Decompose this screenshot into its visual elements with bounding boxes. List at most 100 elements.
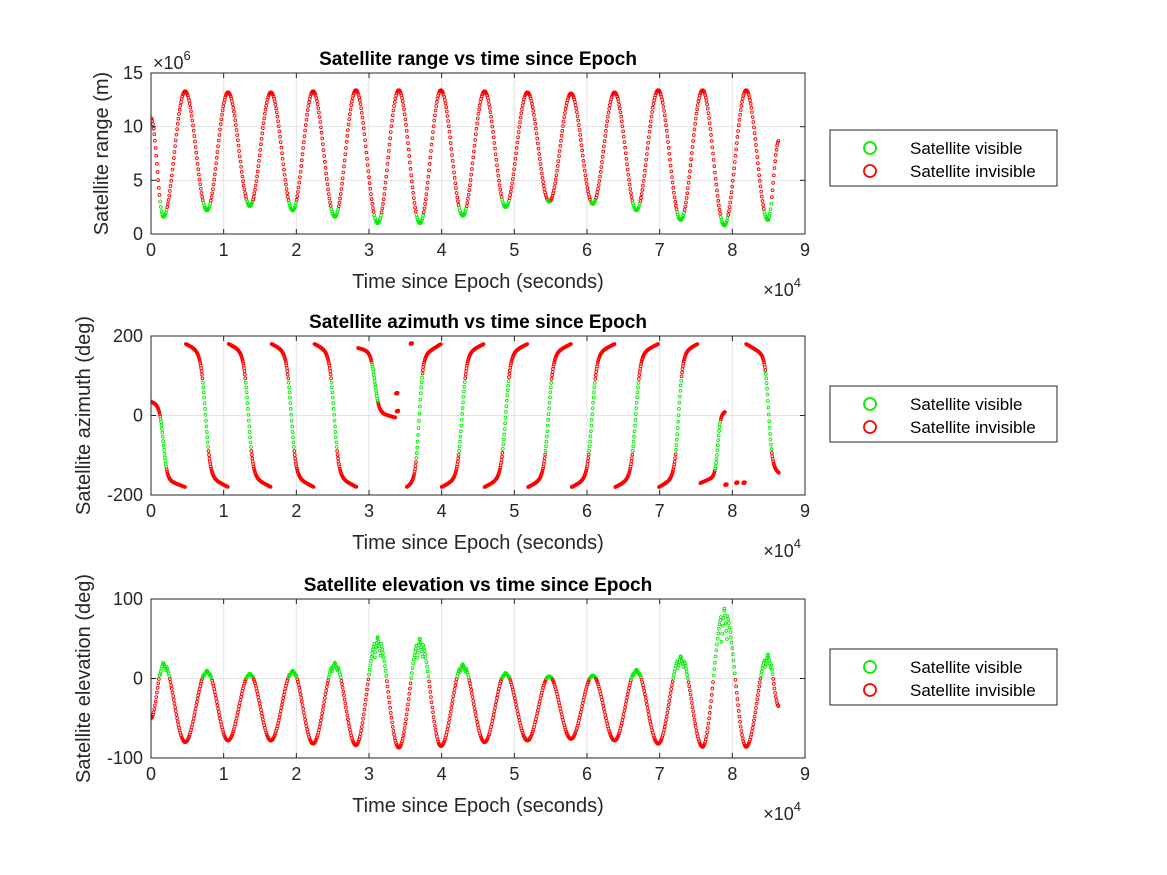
invisible-point (283, 177, 288, 182)
invisible-point (451, 164, 456, 169)
invisible-point (155, 170, 160, 174)
invisible-point (414, 460, 418, 465)
invisible-point (307, 100, 311, 105)
invisible-point (691, 139, 696, 143)
invisible-point (456, 453, 461, 457)
visible-point (731, 658, 736, 663)
invisible-point (259, 711, 264, 716)
invisible-point (230, 102, 235, 107)
visible-point (545, 429, 550, 434)
invisible-point (371, 209, 376, 214)
invisible-point (217, 133, 222, 137)
invisible-point (446, 720, 451, 725)
invisible-point (344, 709, 349, 714)
invisible-point (422, 206, 427, 211)
visible-point (294, 201, 298, 205)
legend-invisible-marker (863, 420, 877, 434)
invisible-point (173, 144, 177, 149)
invisible-point (770, 195, 774, 200)
invisible-point (497, 178, 501, 183)
invisible-point (320, 711, 325, 716)
invisible-point (500, 454, 504, 459)
visible-point (713, 660, 717, 665)
invisible-point (624, 156, 629, 161)
invisible-point (402, 107, 406, 112)
invisible-point (679, 374, 684, 379)
visible-point (287, 385, 291, 390)
invisible-point (735, 135, 740, 139)
invisible-point (674, 203, 678, 208)
invisible-point (662, 108, 666, 113)
visible-point (730, 652, 735, 657)
invisible-point (736, 703, 740, 708)
invisible-point (578, 133, 583, 137)
invisible-point (321, 707, 325, 712)
invisible-point (574, 728, 579, 733)
invisible-point (713, 176, 718, 181)
invisible-point (365, 682, 370, 687)
invisible-point (444, 109, 449, 114)
invisible-point (517, 125, 522, 129)
visible-point (675, 432, 680, 436)
visible-point (672, 672, 676, 677)
invisible-point (342, 697, 347, 702)
invisible-point (156, 178, 161, 182)
invisible-point (232, 113, 237, 118)
invisible-point (398, 743, 403, 748)
invisible-point (240, 359, 245, 363)
invisible-point (438, 342, 443, 346)
visible-point (769, 442, 773, 447)
visible-point (289, 418, 294, 423)
invisible-point (551, 679, 555, 683)
invisible-point (751, 120, 756, 124)
invisible-point (412, 472, 417, 476)
invisible-point (200, 676, 205, 681)
visible-point (425, 669, 430, 674)
invisible-point (584, 468, 588, 473)
visible-point (286, 380, 291, 385)
visible-point (204, 424, 209, 429)
visible-point (384, 674, 389, 678)
visible-point (379, 213, 383, 218)
invisible-point (775, 701, 779, 705)
invisible-point (771, 173, 776, 178)
invisible-point (673, 456, 677, 460)
invisible-point (232, 109, 236, 114)
invisible-point (411, 475, 416, 480)
invisible-point (770, 188, 775, 193)
invisible-point (569, 342, 573, 346)
invisible-point (563, 727, 568, 732)
invisible-point (510, 177, 515, 181)
invisible-point (627, 468, 632, 473)
invisible-point (278, 712, 282, 717)
invisible-point (564, 729, 569, 734)
invisible-point (389, 124, 394, 129)
invisible-point (666, 702, 671, 707)
visible-point (684, 669, 689, 674)
invisible-point (671, 185, 676, 190)
invisible-point (299, 695, 304, 700)
invisible-point (195, 161, 200, 166)
invisible-point (622, 708, 627, 713)
invisible-point (640, 188, 645, 192)
invisible-point (221, 104, 226, 109)
invisible-point (321, 703, 326, 708)
invisible-point (410, 179, 414, 184)
invisible-point (734, 141, 739, 145)
invisible-point (168, 680, 173, 684)
invisible-point (273, 731, 278, 736)
invisible-point (255, 174, 259, 179)
invisible-point (703, 95, 708, 100)
invisible-point (621, 715, 625, 719)
invisible-point (408, 167, 413, 171)
y-exponent-label: ×106 (153, 48, 191, 73)
invisible-point (175, 127, 179, 131)
visible-point (373, 382, 377, 387)
visible-point (411, 657, 416, 662)
invisible-point (187, 98, 191, 103)
invisible-point (218, 127, 222, 132)
invisible-point (402, 726, 407, 730)
invisible-point (465, 200, 470, 205)
legend-invisible-marker (863, 164, 877, 178)
